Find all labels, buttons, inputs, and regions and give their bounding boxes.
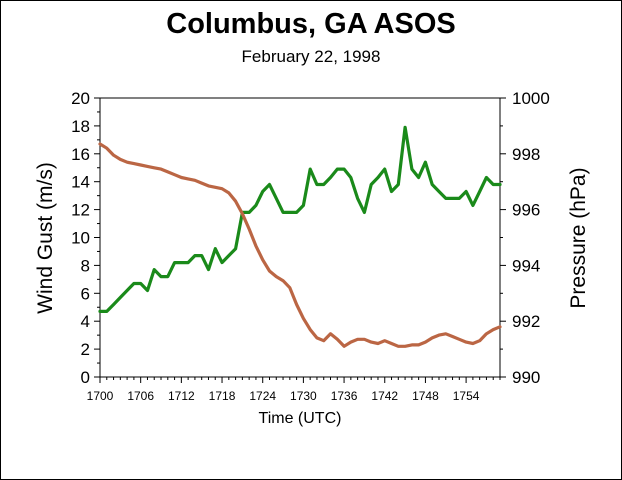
left-tick-label: 8 xyxy=(81,256,90,275)
wind-gust-series-line xyxy=(98,125,502,313)
left-tick-label: 12 xyxy=(71,201,90,220)
x-tick-label: 1730 xyxy=(290,389,317,403)
right-tick-label: 996 xyxy=(512,201,540,220)
left-tick-label: 16 xyxy=(71,145,90,164)
right-tick-label: 992 xyxy=(512,312,540,331)
left-tick-label: 20 xyxy=(71,89,90,108)
x-tick-label: 1748 xyxy=(412,389,439,403)
x-tick-label: 1754 xyxy=(453,389,480,403)
right-tick-label: 990 xyxy=(512,368,540,387)
right-tick-label: 1000 xyxy=(512,89,550,108)
chart-subtitle: February 22, 1998 xyxy=(241,47,381,66)
pressure-series-line xyxy=(98,142,502,348)
right-tick-label: 998 xyxy=(512,145,540,164)
left-axis: 0 2 4 6 8 10 12 14 16 18 20 xyxy=(71,89,100,387)
left-tick-label: 10 xyxy=(71,229,90,248)
x-tick-label: 1706 xyxy=(127,389,154,403)
left-tick-label: 6 xyxy=(81,284,90,303)
right-tick-label: 994 xyxy=(512,256,540,275)
y-axis-right-title: Pressure (hPa) xyxy=(567,167,590,308)
x-tick-label: 1700 xyxy=(87,389,114,403)
x-tick-label: 1718 xyxy=(209,389,236,403)
x-tick-label: 1712 xyxy=(168,389,195,403)
left-tick-label: 2 xyxy=(81,340,90,359)
series-layer xyxy=(98,125,502,348)
x-tick-label: 1724 xyxy=(249,389,276,403)
right-axis: 990 992 994 996 998 1000 xyxy=(500,89,550,387)
x-axis: 1700 1706 1712 1718 1724 1730 1736 1742 1748 1754 xyxy=(87,377,501,403)
chart-title: Columbus, GA ASOS xyxy=(166,8,456,40)
x-tick-label: 1742 xyxy=(371,389,398,403)
left-tick-label: 18 xyxy=(71,117,90,136)
left-tick-label: 14 xyxy=(71,173,90,192)
left-tick-label: 4 xyxy=(81,312,90,331)
left-tick-label: 0 xyxy=(81,368,90,387)
x-tick-label: 1736 xyxy=(331,389,358,403)
y-axis-left-title: Wind Gust (m/s) xyxy=(34,162,57,314)
x-axis-title: Time (UTC) xyxy=(259,410,342,427)
